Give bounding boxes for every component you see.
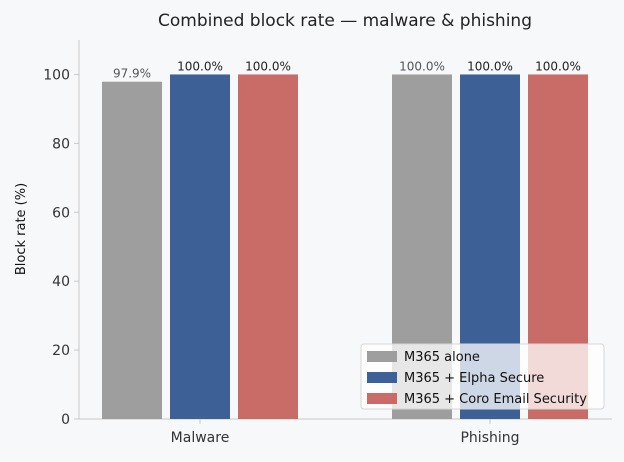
legend: M365 alone M365 + Elpha Secure M365 + Coro… xyxy=(360,343,605,410)
y-axis-label: Block rate (%) xyxy=(14,183,29,275)
bar xyxy=(102,81,162,419)
data-label: 100.0% xyxy=(399,59,445,73)
x-tick-label: Phishing xyxy=(460,430,519,446)
bar xyxy=(238,74,298,420)
legend-swatch xyxy=(367,393,397,404)
data-label: 100.0% xyxy=(467,59,513,73)
y-tick-label: 0 xyxy=(61,412,70,428)
data-label: 97.9% xyxy=(113,67,151,81)
data-label: 100.0% xyxy=(177,59,223,73)
y-tick-label: 80 xyxy=(52,136,70,152)
x-tick-label: Malware xyxy=(171,430,230,446)
legend-swatch xyxy=(367,372,397,383)
legend-label: M365 + Elpha Secure xyxy=(404,371,544,386)
legend-label: M365 alone xyxy=(404,350,480,365)
y-tick-label: 60 xyxy=(52,205,70,221)
legend-swatch xyxy=(367,351,397,362)
legend-box xyxy=(360,343,605,410)
y-tick-label: 20 xyxy=(52,343,70,359)
bar xyxy=(170,74,230,420)
chart-title: Combined block rate — malware & phishing xyxy=(158,11,532,31)
y-tick-label: 100 xyxy=(43,67,70,83)
legend-label: M365 + Coro Email Security xyxy=(404,392,587,407)
data-label: 100.0% xyxy=(535,59,581,73)
data-label: 100.0% xyxy=(245,59,291,73)
y-tick-label: 40 xyxy=(52,274,70,290)
